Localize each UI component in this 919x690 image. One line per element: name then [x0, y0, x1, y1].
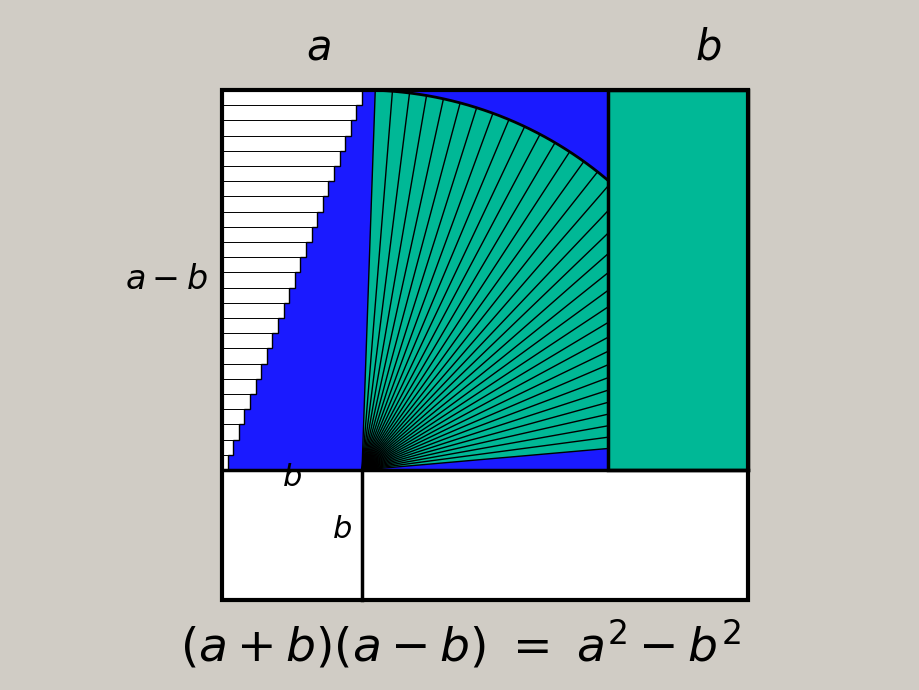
Bar	[221, 470, 747, 600]
Wedge shape	[361, 90, 740, 470]
Polygon shape	[221, 90, 361, 470]
Text: $b$: $b$	[694, 26, 720, 68]
Text: $(a+b)(a-b)\ =\ a^2-b^2$: $(a+b)(a-b)\ =\ a^2-b^2$	[179, 618, 740, 671]
Text: $a-b$: $a-b$	[125, 264, 209, 296]
Text: $b$: $b$	[282, 462, 301, 493]
Bar	[221, 90, 747, 600]
Bar	[607, 90, 747, 470]
Text: $a$: $a$	[305, 26, 330, 68]
Text: $b$: $b$	[332, 515, 352, 546]
Bar	[221, 90, 747, 470]
